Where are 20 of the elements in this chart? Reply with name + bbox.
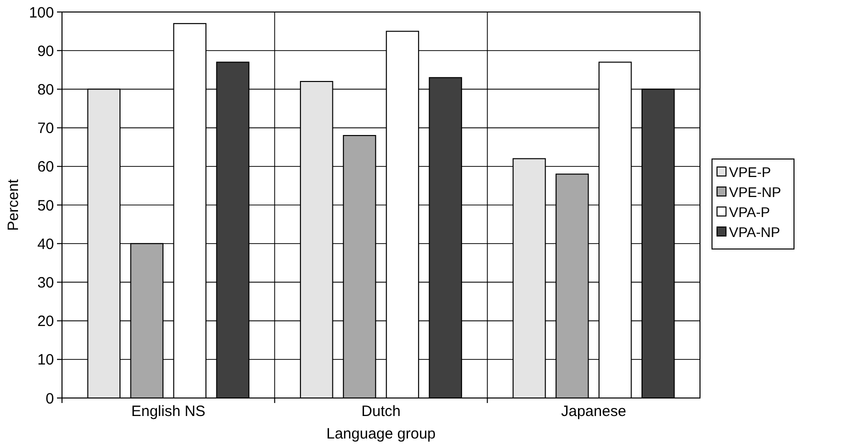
legend-label: VPE-NP bbox=[729, 184, 782, 200]
y-tick-label: 50 bbox=[37, 197, 54, 214]
x-tick-label: English NS bbox=[131, 403, 206, 420]
y-tick-label: 60 bbox=[37, 158, 54, 176]
x-tick-label: Japanese bbox=[561, 403, 626, 420]
legend-label: VPE-P bbox=[729, 164, 772, 180]
y-tick-label: 0 bbox=[46, 390, 54, 408]
x-tick-label: Dutch bbox=[361, 403, 401, 420]
y-axis-title: Percent bbox=[5, 178, 22, 231]
y-tick-label: 100 bbox=[28, 4, 54, 22]
y-tick-label: 10 bbox=[37, 352, 54, 369]
y-tick-label: 80 bbox=[37, 81, 54, 98]
legend-label: VPA-P bbox=[729, 204, 770, 220]
legend-label: VPA-NP bbox=[729, 224, 780, 240]
y-tick-label: 30 bbox=[37, 274, 54, 292]
y-tick-label: 20 bbox=[37, 313, 54, 330]
y-tick-label: 40 bbox=[37, 236, 54, 253]
x-axis-title: Language group bbox=[326, 426, 436, 442]
y-tick-label: 90 bbox=[37, 42, 54, 60]
y-tick-label: 70 bbox=[37, 120, 54, 138]
